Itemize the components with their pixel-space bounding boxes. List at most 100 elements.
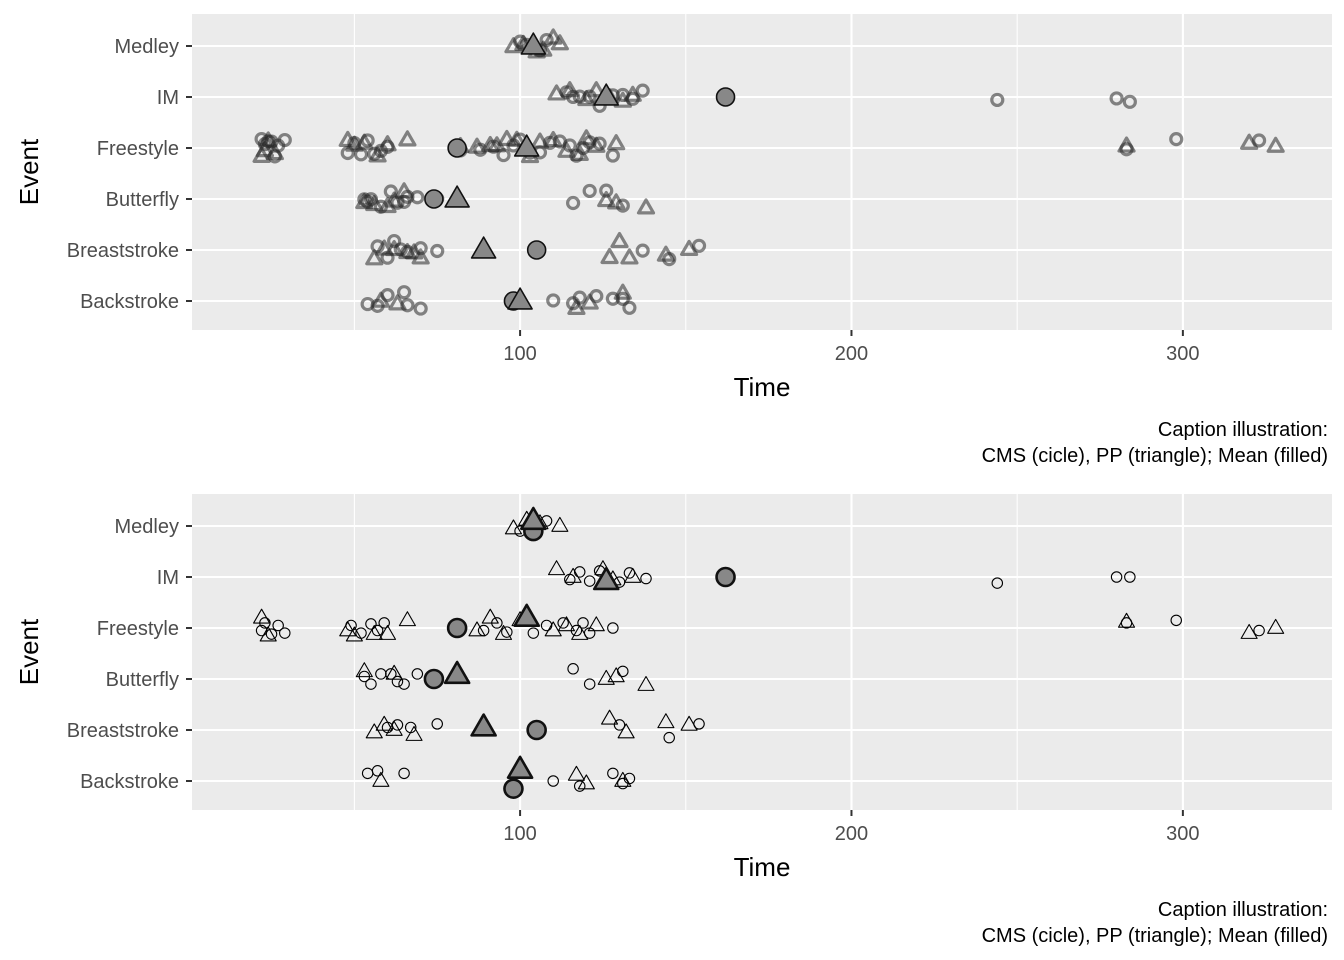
triangle-point — [371, 291, 390, 308]
triangle-point — [587, 136, 606, 153]
mean-triangle-point — [443, 660, 471, 685]
triangle-point — [497, 129, 516, 147]
circle-point — [583, 575, 596, 587]
triangle-point — [338, 130, 357, 148]
triangle-point — [571, 624, 589, 640]
mean-triangle-point — [506, 755, 534, 779]
caption-line: Caption illustration: — [1158, 419, 1328, 441]
circle-point — [431, 718, 443, 730]
circle-point — [398, 767, 410, 780]
x-tick-label: 100 — [503, 823, 536, 845]
circle-point — [1124, 571, 1136, 583]
triangle-point — [468, 621, 486, 637]
triangle-point — [547, 84, 566, 101]
mean-circle-point — [526, 240, 547, 260]
triangle-point — [623, 85, 642, 102]
circle-point — [607, 767, 619, 780]
circle-point — [623, 567, 636, 579]
x-axis-title: Time — [734, 852, 791, 882]
circle-point — [365, 618, 377, 630]
triangle-point — [657, 713, 675, 729]
mean-circle-point — [446, 617, 468, 639]
triangle-point — [550, 34, 569, 51]
triangle-point — [624, 567, 642, 583]
mean-triangle-point — [520, 32, 547, 55]
triangle-point — [587, 81, 606, 98]
triangle-point — [355, 192, 374, 210]
circle-point — [607, 622, 619, 634]
triangle-point — [365, 624, 383, 640]
circle-point — [567, 663, 579, 675]
y-tick-label: Breaststroke — [67, 240, 179, 262]
triangle-point — [564, 567, 582, 583]
mean-triangle-point — [444, 185, 470, 208]
mean-triangle-point — [513, 603, 541, 627]
circle-point — [990, 92, 1005, 108]
triangle-point — [404, 243, 424, 260]
triangle-point — [1267, 618, 1285, 634]
circle-point — [272, 619, 284, 632]
x-tick-label: 200 — [835, 823, 868, 845]
triangle-point — [368, 146, 387, 163]
triangle-point — [567, 298, 586, 315]
triangle-point — [597, 190, 616, 208]
circle-point — [413, 301, 428, 316]
circle-point — [573, 780, 586, 792]
triangle-point — [355, 133, 374, 150]
y-tick-label: Butterfly — [106, 669, 179, 691]
triangle-point — [607, 134, 626, 151]
triangle-point — [557, 616, 576, 632]
x-tick-label: 300 — [1166, 343, 1199, 365]
triangle-point — [365, 249, 384, 266]
circle-point — [430, 243, 445, 259]
mean-circle-point — [715, 566, 736, 588]
circle-point — [622, 300, 637, 315]
circle-point — [378, 617, 390, 629]
triangle-point — [375, 239, 394, 256]
circle-point — [1253, 624, 1265, 637]
triangle-point — [398, 611, 416, 627]
triangle-point — [600, 247, 619, 265]
y-tick-label: Freestyle — [97, 618, 179, 640]
circle-point — [583, 678, 596, 690]
y-axis-title: Event — [14, 138, 44, 205]
x-axis-title: Time — [734, 372, 791, 402]
y-tick-label: Backstroke — [80, 771, 179, 793]
x-tick-label: 200 — [835, 343, 868, 365]
circle-point — [613, 719, 626, 731]
circle-point — [411, 668, 424, 680]
triangle-point — [265, 143, 284, 161]
circle-point — [501, 626, 513, 638]
triangle-point — [577, 89, 596, 107]
triangle-point — [355, 662, 373, 678]
x-tick-label: 100 — [503, 343, 536, 365]
caption-line: CMS (cicle), PP (triangle); Mean (filled… — [982, 445, 1328, 467]
triangle-point — [607, 193, 626, 210]
triangle-point — [544, 130, 563, 148]
triangle-point — [365, 723, 383, 739]
y-tick-label: IM — [157, 567, 179, 589]
circle-point — [557, 617, 569, 629]
data-points — [252, 28, 1285, 316]
triangle-point — [365, 194, 384, 212]
triangle-point — [385, 239, 404, 257]
circle-point — [582, 183, 597, 199]
x-tick-label: 300 — [1166, 823, 1199, 845]
triangle-point — [610, 231, 629, 249]
circle-point — [396, 285, 412, 300]
circle-point — [527, 627, 540, 639]
circle-point — [635, 83, 650, 98]
mean-circle-point — [526, 719, 547, 741]
plot-top: 100 200 300 Backstroke Breaststroke Butterfly… — [14, 14, 1332, 467]
triangle-point — [1240, 623, 1258, 639]
triangle-point — [680, 715, 698, 731]
caption-line: Caption illustration: — [1158, 899, 1328, 921]
triangle-point — [551, 516, 569, 532]
triangle-point — [636, 198, 656, 215]
y-tick-label: Butterfly — [106, 189, 179, 211]
triangle-point — [1117, 612, 1136, 628]
triangle-point — [607, 667, 625, 683]
circle-point — [277, 132, 292, 148]
triangle-point — [394, 182, 414, 199]
